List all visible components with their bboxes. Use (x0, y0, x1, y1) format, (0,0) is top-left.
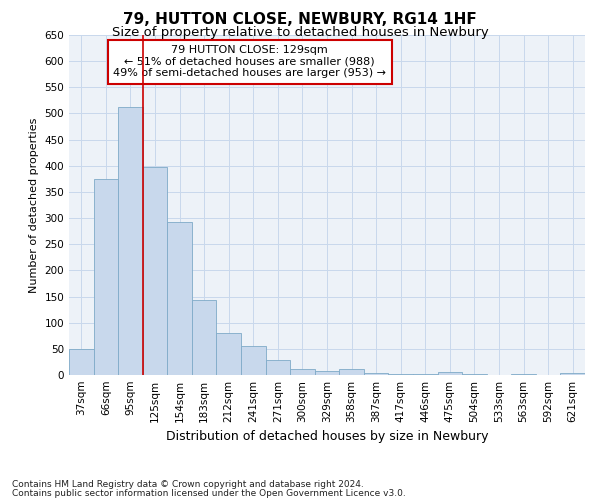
X-axis label: Distribution of detached houses by size in Newbury: Distribution of detached houses by size … (166, 430, 488, 444)
Bar (388, 374, 413, 375)
Bar (290, 369, 315, 375)
Bar (364, 373, 388, 375)
Bar (560, 374, 585, 375)
Bar (118, 107, 143, 375)
Y-axis label: Number of detached properties: Number of detached properties (29, 118, 39, 292)
Text: 79, HUTTON CLOSE, NEWBURY, RG14 1HF: 79, HUTTON CLOSE, NEWBURY, RG14 1HF (123, 12, 477, 28)
Text: Size of property relative to detached houses in Newbury: Size of property relative to detached ho… (112, 26, 488, 39)
Bar (315, 372, 339, 375)
Bar (192, 300, 217, 375)
Bar (437, 372, 462, 375)
Bar (167, 222, 192, 375)
Bar (462, 374, 487, 375)
Bar (69, 349, 94, 375)
Bar (413, 374, 437, 375)
Text: Contains HM Land Registry data © Crown copyright and database right 2024.: Contains HM Land Registry data © Crown c… (12, 480, 364, 489)
Bar (339, 369, 364, 375)
Bar (266, 360, 290, 375)
Text: 79 HUTTON CLOSE: 129sqm
← 51% of detached houses are smaller (988)
49% of semi-d: 79 HUTTON CLOSE: 129sqm ← 51% of detache… (113, 45, 386, 78)
Bar (511, 374, 536, 375)
Bar (143, 167, 167, 375)
Bar (94, 179, 118, 375)
Text: Contains public sector information licensed under the Open Government Licence v3: Contains public sector information licen… (12, 488, 406, 498)
Bar (217, 332, 241, 375)
Bar (241, 346, 266, 375)
